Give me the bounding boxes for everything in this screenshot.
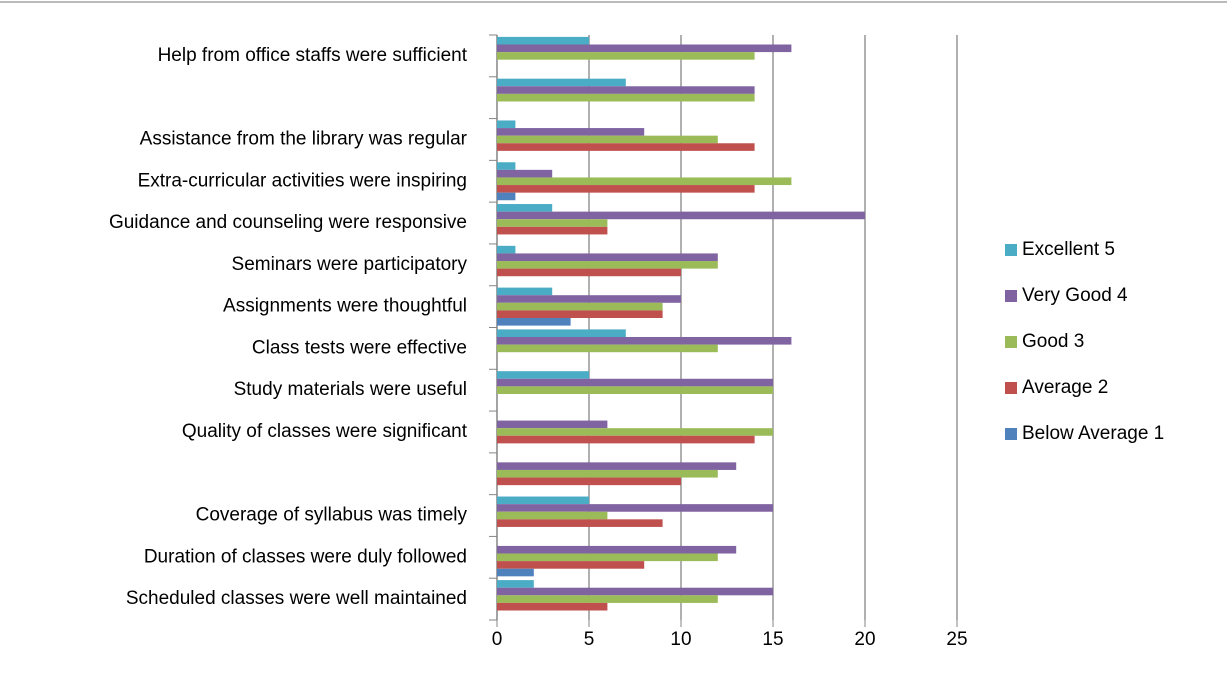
y-tick-label: Duration of classes were duly followed [144,546,467,567]
bar [497,219,608,227]
x-tick-label: 0 [492,629,503,650]
bar [497,185,755,193]
legend-swatch [1005,428,1017,440]
y-tick-label: Assistance from the library was regular [140,128,468,149]
bar [497,462,737,470]
bar [497,192,516,201]
bar [497,52,755,60]
y-tick-label: Scheduled classes were well maintained [126,588,467,609]
bar [497,595,718,603]
y-tick-label: Class tests were effective [252,337,467,358]
bar [497,371,589,379]
bar [497,435,755,444]
bar [497,86,755,94]
legend-swatch [1005,382,1017,394]
bar [497,580,534,588]
bar [497,519,663,527]
bar [497,295,681,303]
bar [497,93,755,102]
x-tick-label: 25 [946,629,967,650]
x-tick-label: 20 [854,629,875,650]
bar [497,128,645,136]
legend-label: Below Average 1 [1022,423,1164,444]
bar [497,177,792,186]
x-tick-label: 5 [584,629,595,650]
bar [497,287,553,296]
legend-swatch [1005,244,1017,256]
bar [497,268,681,277]
bar [497,336,792,345]
legend-swatch [1005,290,1017,302]
bar [497,386,773,394]
y-tick-label: Guidance and counseling were responsive [109,212,467,233]
bar [497,226,608,235]
bar [497,36,589,45]
bar [497,420,608,429]
y-tick-label: Quality of classes were significant [182,421,468,442]
bar [497,587,773,596]
bar [497,310,663,319]
bar [497,428,773,436]
bar [497,602,608,611]
bar [497,504,773,512]
x-tick-label: 10 [670,629,691,650]
legend-label: Excellent 5 [1022,239,1115,260]
bar [497,568,534,577]
bar [497,496,589,505]
bar [497,245,516,254]
bar [497,143,755,151]
x-tick-label: 15 [762,629,783,650]
bar [497,318,571,326]
legend-label: Very Good 4 [1022,285,1128,306]
bar [497,169,553,178]
bar [497,329,626,337]
legend-label: Good 3 [1022,331,1084,352]
y-tick-label: Seminars were participatory [232,254,468,275]
bar [497,545,737,554]
bar [497,553,718,562]
bar [497,135,718,144]
bar [497,44,792,53]
y-tick-label: Assignments were thoughtful [223,296,467,317]
bar [497,253,718,262]
bar [497,344,718,353]
bar [497,469,718,478]
bar [497,120,516,129]
legend-label: Average 2 [1022,377,1108,398]
y-tick-label: Extra-curricular activities were inspiri… [138,170,467,191]
legend-swatch [1005,336,1017,348]
y-tick-label: Study materials were useful [234,379,467,400]
bar [497,477,681,486]
bar [497,302,663,311]
bar [497,162,516,170]
bar [497,204,553,212]
bar [497,211,865,220]
bar [497,378,773,387]
y-tick-label: Help from office staffs were sufficient [158,45,468,66]
bar [497,561,645,569]
y-tick-label: Coverage of syllabus was timely [196,505,468,526]
bar [497,261,718,269]
bar [497,511,608,520]
bar [497,78,626,87]
